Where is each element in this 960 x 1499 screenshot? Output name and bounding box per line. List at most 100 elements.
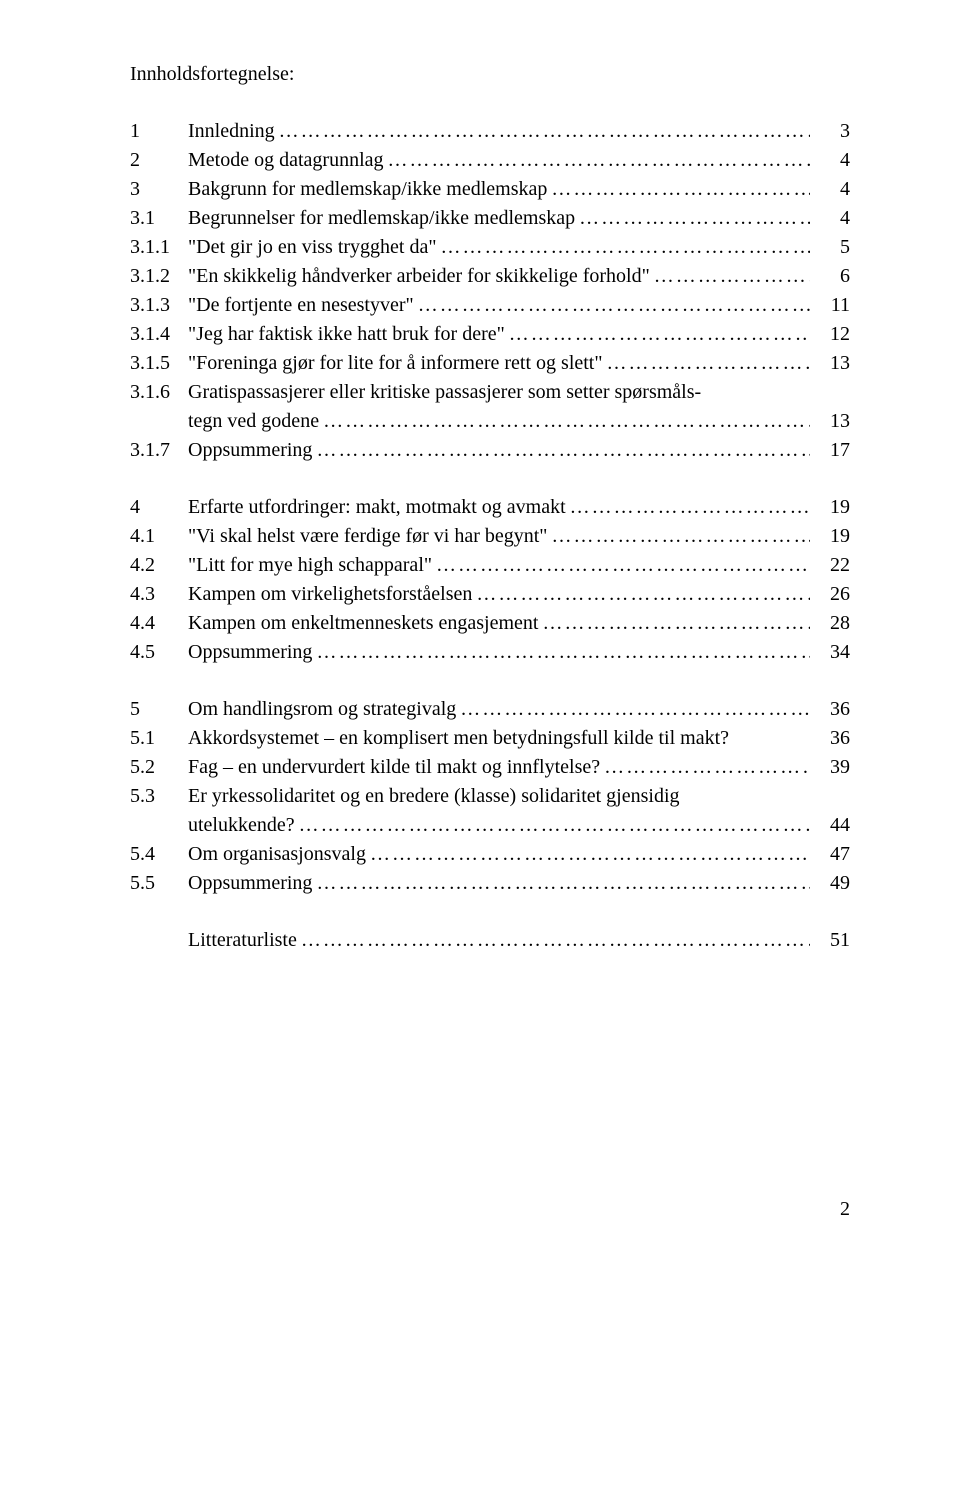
toc-leader: ………………………………………………………………………………………………… — [312, 436, 810, 465]
toc-leader: ………………………………………………………………………………………………… — [384, 146, 811, 175]
toc-label-wrap: Om handlingsrom og strategivalg………………………… — [188, 695, 810, 724]
toc-label: "En skikkelig håndverker arbeider for sk… — [188, 262, 650, 291]
toc-label-wrap: Bakgrunn for medlemskap/ikke medlemskap…… — [188, 175, 810, 204]
toc-number: 3.1.6 — [130, 378, 188, 407]
toc-label-wrap: Litteraturliste…………………………………………………………………… — [188, 926, 810, 955]
toc-label-wrap: "Det gir jo en viss trygghet da"……………………… — [188, 233, 810, 262]
toc-number: 4.4 — [130, 609, 188, 638]
toc-label: Innledning — [188, 117, 275, 146]
toc-leader: ………………………………………………………………………………………………… — [414, 291, 810, 320]
toc-page: 11 — [810, 291, 850, 320]
toc-label: Kampen om enkeltmenneskets engasjement — [188, 609, 538, 638]
toc-page: 39 — [810, 753, 850, 782]
toc-label: "De fortjente en nesestyver" — [188, 291, 414, 320]
toc-label: "Litt for mye high schapparal" — [188, 551, 432, 580]
toc-row: utelukkende?…………………………………………………………………………… — [130, 811, 850, 840]
toc-leader: ………………………………………………………………………………………………… — [472, 580, 810, 609]
toc-page: 28 — [810, 609, 850, 638]
toc-page: 36 — [810, 724, 850, 753]
toc-label-wrap: Akkordsystemet – en komplisert men betyd… — [188, 724, 810, 753]
toc-leader: ………………………………………………………………………………………………… — [603, 349, 810, 378]
toc-page: 5 — [810, 233, 850, 262]
toc-label-wrap: "Jeg har faktisk ikke hatt bruk for dere… — [188, 320, 810, 349]
toc-row: 3.1.6Gratispassasjerer eller kritiske pa… — [130, 378, 850, 407]
toc-label: Gratispassasjerer eller kritiske passasj… — [188, 378, 701, 407]
toc-label: Erfarte utfordringer: makt, motmakt og a… — [188, 493, 566, 522]
toc-number: 5.4 — [130, 840, 188, 869]
toc-page: 3 — [810, 117, 850, 146]
toc-row: tegn ved godene…………………………………………………………………… — [130, 407, 850, 436]
toc-row: 2Metode og datagrunnlag……………………………………………… — [130, 146, 850, 175]
toc-leader: ………………………………………………………………………………………………… — [547, 175, 810, 204]
toc-number: 3.1.1 — [130, 233, 188, 262]
toc-number: 3.1.7 — [130, 436, 188, 465]
toc-label-wrap: Oppsummering…………………………………………………………………………… — [188, 436, 810, 465]
toc-label: Oppsummering — [188, 638, 312, 667]
toc-leader: ………………………………………………………………………………………………… — [295, 811, 810, 840]
toc-leader: ………………………………………………………………………………………………… — [547, 522, 810, 551]
toc-label-wrap: Gratispassasjerer eller kritiske passasj… — [188, 378, 810, 407]
toc-number: 4.3 — [130, 580, 188, 609]
toc-leader: ………………………………………………………………………………………………… — [312, 638, 810, 667]
toc-leader: ………………………………………………………………………………………………… — [319, 407, 810, 436]
toc-page: 12 — [810, 320, 850, 349]
toc-row: 4.2"Litt for mye high schapparal"…………………… — [130, 551, 850, 580]
toc-section: Litteraturliste…………………………………………………………………… — [130, 926, 850, 955]
toc-page: 36 — [810, 695, 850, 724]
toc-page: 22 — [810, 551, 850, 580]
toc-leader: ………………………………………………………………………………………………… — [600, 753, 810, 782]
toc-page: 51 — [810, 926, 850, 955]
toc-row: 5Om handlingsrom og strategivalg……………………… — [130, 695, 850, 724]
toc-row: 5.3Er yrkessolidaritet og en bredere (kl… — [130, 782, 850, 811]
toc-label-wrap: Begrunnelser for medlemskap/ikke medlems… — [188, 204, 810, 233]
toc-label: Oppsummering — [188, 869, 312, 898]
toc-row: Litteraturliste…………………………………………………………………… — [130, 926, 850, 955]
toc-label-wrap: Om organisasjonsvalg……………………………………………………… — [188, 840, 810, 869]
toc-label-wrap: Oppsummering…………………………………………………………………………… — [188, 869, 810, 898]
toc-label: Metode og datagrunnlag — [188, 146, 384, 175]
toc-page: 4 — [810, 175, 850, 204]
toc-number: 5 — [130, 695, 188, 724]
toc-label: "Jeg har faktisk ikke hatt bruk for dere… — [188, 320, 505, 349]
toc-label: Begrunnelser for medlemskap/ikke medlems… — [188, 204, 575, 233]
toc-leader: ………………………………………………………………………………………………… — [312, 869, 810, 898]
toc-label: "Det gir jo en viss trygghet da" — [188, 233, 437, 262]
toc-page: 4 — [810, 204, 850, 233]
toc-row: 5.4Om organisasjonsvalg……………………………………………… — [130, 840, 850, 869]
toc-row: 3.1Begrunnelser for medlemskap/ikke medl… — [130, 204, 850, 233]
toc-page: 47 — [810, 840, 850, 869]
toc-row: 4.3Kampen om virkelighetsforståelsen…………… — [130, 580, 850, 609]
toc-label: Fag – en undervurdert kilde til makt og … — [188, 753, 600, 782]
toc-leader: ………………………………………………………………………………………………… — [575, 204, 810, 233]
toc-label: Om organisasjonsvalg — [188, 840, 366, 869]
toc-section: 5Om handlingsrom og strategivalg……………………… — [130, 695, 850, 898]
toc-label-wrap: Erfarte utfordringer: makt, motmakt og a… — [188, 493, 810, 522]
toc-label-wrap: Oppsummering…………………………………………………………………………… — [188, 638, 810, 667]
toc-number: 1 — [130, 117, 188, 146]
toc-label: Akkordsystemet – en komplisert men betyd… — [188, 724, 729, 753]
toc-row: 3.1.3"De fortjente en nesestyver"…………………… — [130, 291, 850, 320]
toc-label-wrap: Kampen om virkelighetsforståelsen…………………… — [188, 580, 810, 609]
toc-number: 3.1.2 — [130, 262, 188, 291]
toc-label: tegn ved godene — [188, 407, 319, 436]
toc-row: 4Erfarte utfordringer: makt, motmakt og … — [130, 493, 850, 522]
toc-number: 4.5 — [130, 638, 188, 667]
toc-section: 4Erfarte utfordringer: makt, motmakt og … — [130, 493, 850, 667]
toc-row: 3.1.5"Foreninga gjør for lite for å info… — [130, 349, 850, 378]
toc-number: 3 — [130, 175, 188, 204]
toc-number: 4.1 — [130, 522, 188, 551]
toc-row: 3Bakgrunn for medlemskap/ikke medlemskap… — [130, 175, 850, 204]
toc-leader: ………………………………………………………………………………………………… — [297, 926, 810, 955]
toc-page: 26 — [810, 580, 850, 609]
toc-number: 5.1 — [130, 724, 188, 753]
toc-label-wrap: Er yrkessolidaritet og en bredere (klass… — [188, 782, 810, 811]
toc-leader: ………………………………………………………………………………………………… — [505, 320, 810, 349]
toc-page: 6 — [810, 262, 850, 291]
toc-row: 3.1.1"Det gir jo en viss trygghet da"………… — [130, 233, 850, 262]
toc-leader: ………………………………………………………………………………………………… — [275, 117, 810, 146]
toc-title: Innholdsfortegnelse: — [130, 60, 850, 89]
toc-page: 13 — [810, 407, 850, 436]
toc-page: 44 — [810, 811, 850, 840]
toc-container: 1Innledning……………………………………………………………………………… — [130, 117, 850, 955]
toc-label-wrap: Innledning………………………………………………………………………………… — [188, 117, 810, 146]
